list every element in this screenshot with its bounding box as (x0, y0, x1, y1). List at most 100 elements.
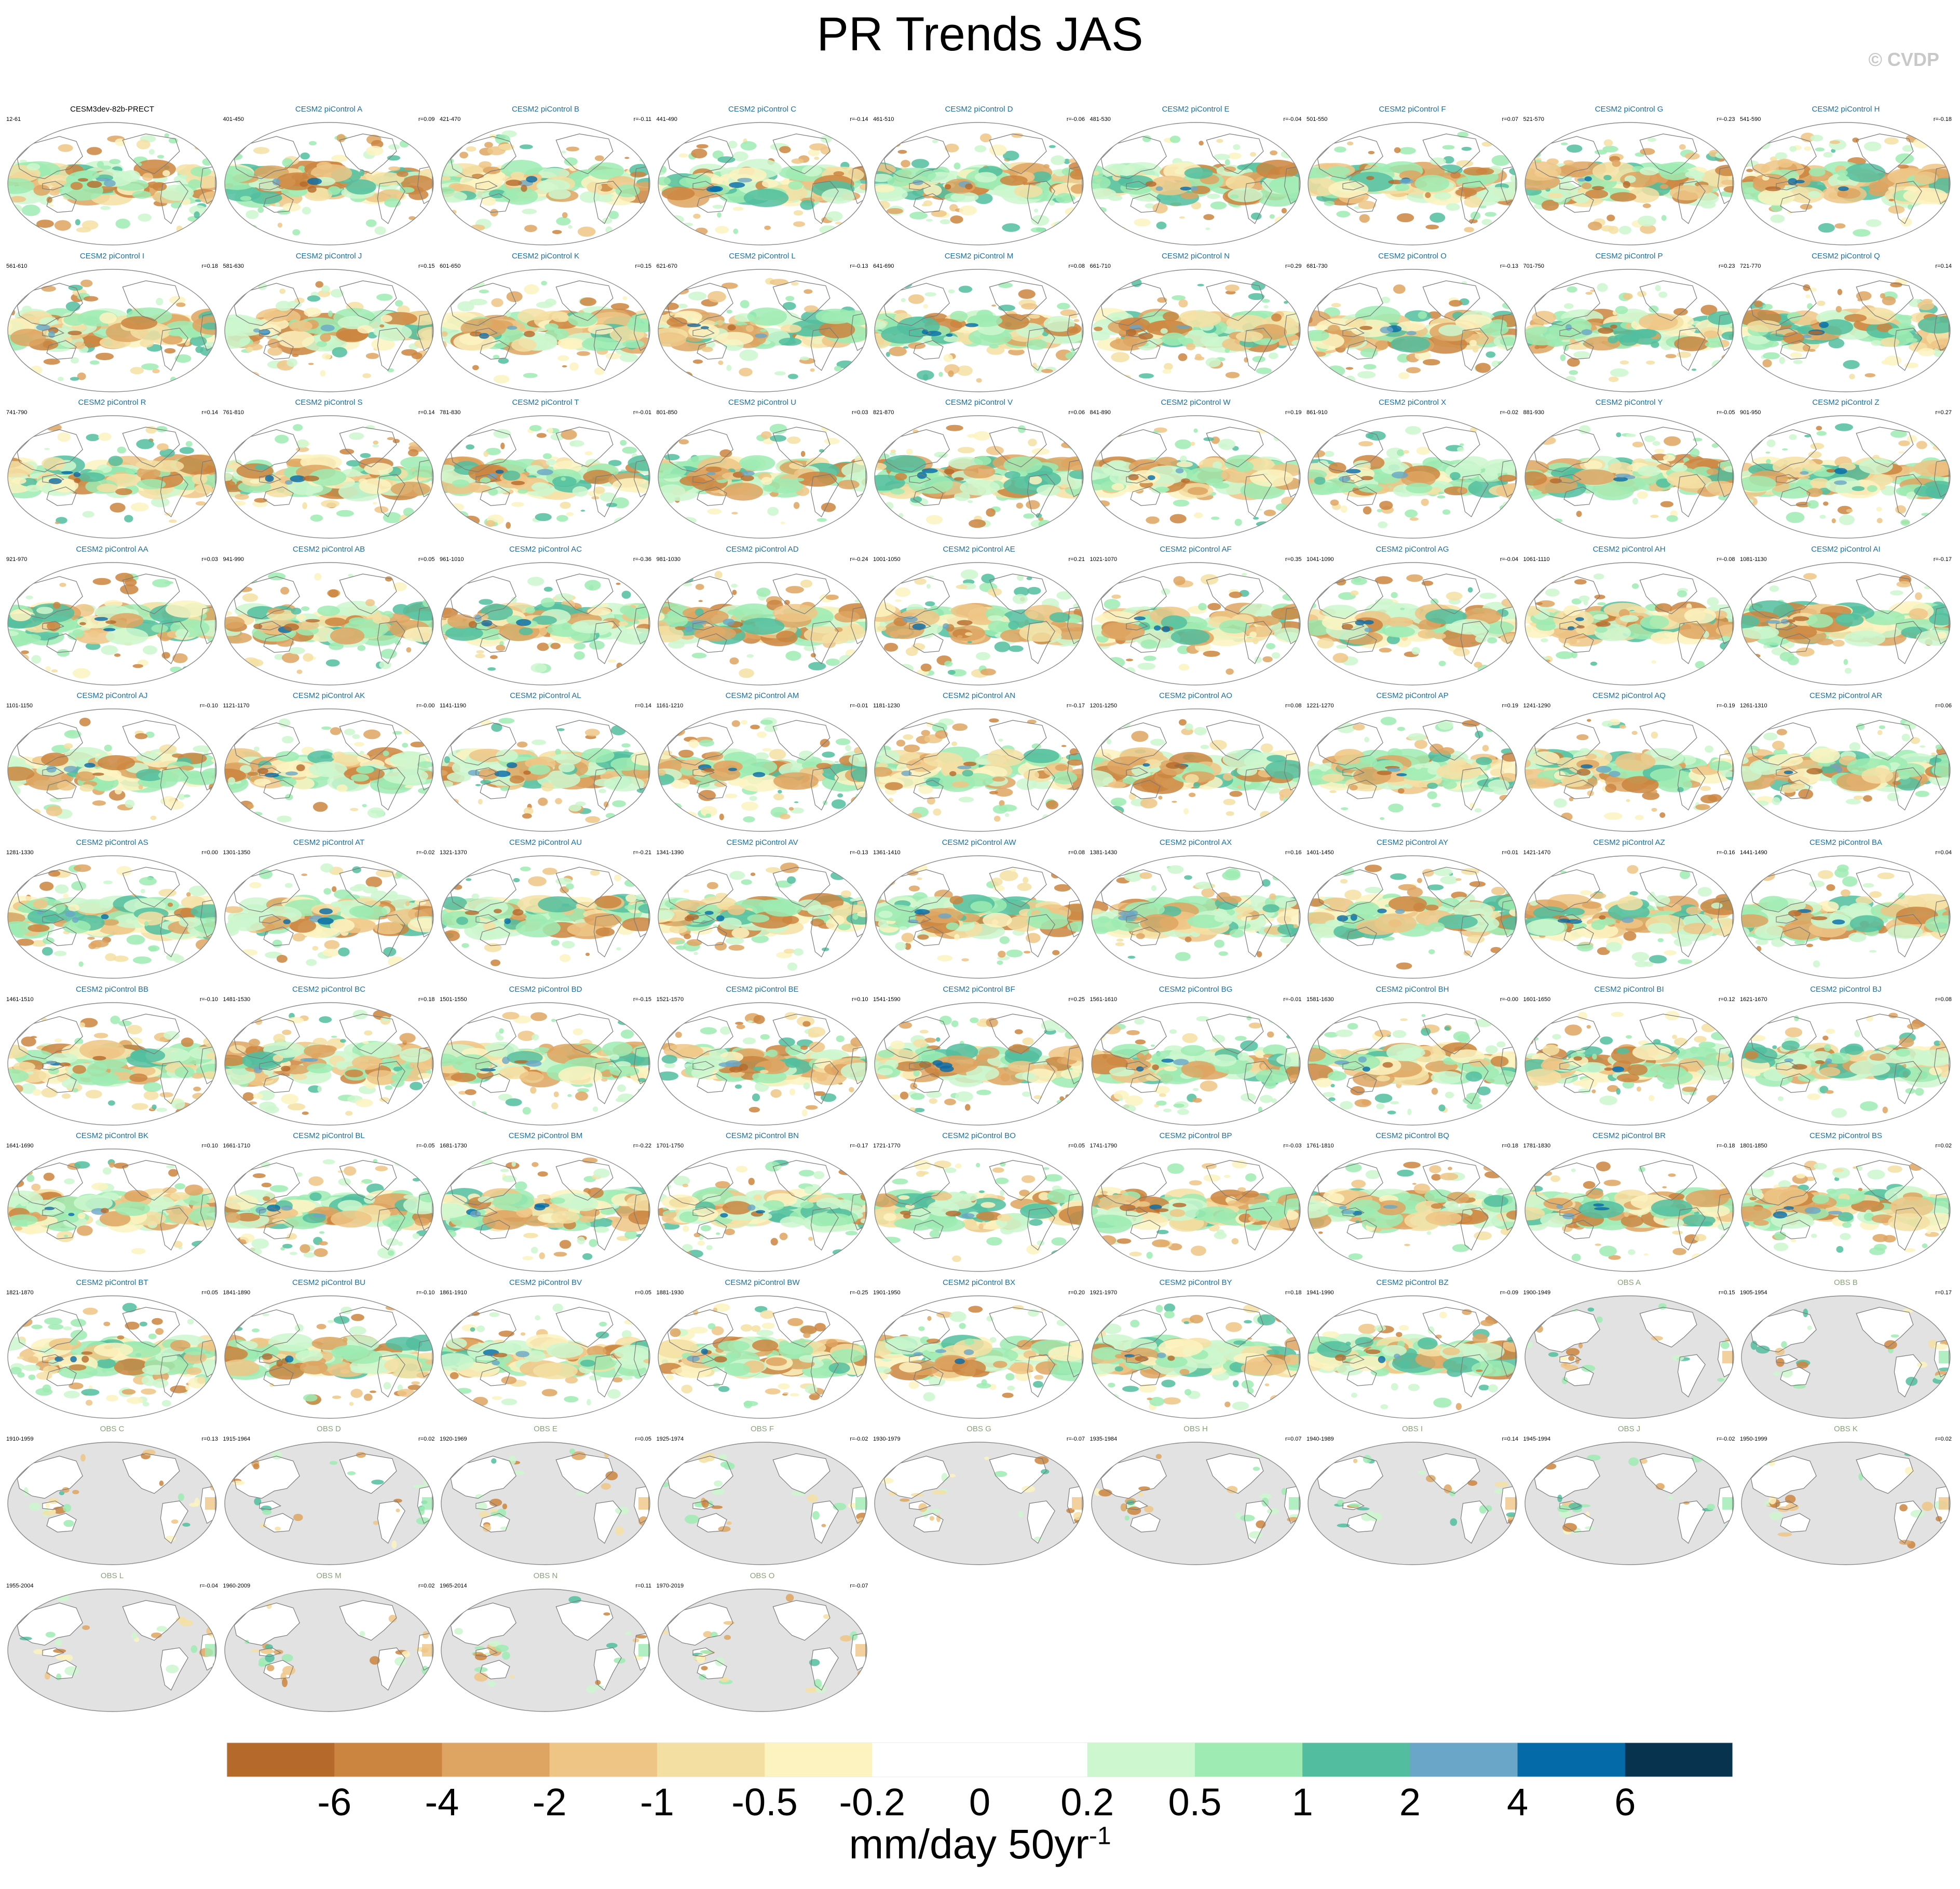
map-panel: CESM2 piControl AB 941-990 r=0.05 (221, 542, 437, 688)
panel-correlation: r=-0.13 (1500, 263, 1518, 269)
trend-patch (1642, 203, 1651, 208)
trend-patch (426, 220, 433, 228)
trend-patch (1449, 299, 1463, 307)
trend-patch (969, 519, 986, 528)
trend-patch (286, 358, 297, 367)
trend-patch (1766, 459, 1771, 464)
trend-patch (1193, 512, 1203, 518)
trend-patch (580, 297, 596, 306)
trend-patch (1409, 517, 1419, 521)
trend-patch (428, 283, 433, 289)
trend-patch (1227, 187, 1263, 202)
trend-patch (1928, 138, 1945, 147)
trend-patch (1900, 217, 1912, 227)
trend-core (1838, 186, 1849, 191)
map-panel: CESM2 piControl X 861-910 r=-0.02 (1304, 395, 1520, 541)
coastline (555, 133, 614, 174)
trend-patch (308, 469, 346, 486)
trend-patch (372, 614, 390, 624)
trend-patch (151, 497, 170, 508)
map-panel: CESM2 piControl C 441-490 r=-0.14 (655, 102, 870, 248)
panel-correlation: r=-0.05 (1717, 409, 1735, 416)
trend-patch (541, 280, 547, 285)
trend-patch (1110, 351, 1129, 362)
trend-patch (1703, 330, 1719, 338)
trend-patch (275, 300, 292, 311)
trend-patch (537, 642, 549, 651)
panel-title: CESM3dev-82b-PRECT (70, 105, 154, 114)
map-panel: CESM2 piControl U 801-850 r=0.03 (655, 395, 870, 541)
trend-patch (1065, 351, 1081, 360)
trend-patch (1481, 187, 1516, 201)
trend-patch (224, 461, 243, 473)
trend-patch (1397, 449, 1405, 456)
trend-patch (488, 189, 506, 199)
trend-patch (659, 172, 664, 175)
map-panel: CESM2 piControl V 821-870 r=0.06 (871, 395, 1087, 541)
trend-patch (945, 143, 959, 153)
trend-patch (280, 586, 289, 595)
trend-patch (1560, 354, 1566, 361)
trend-core (1366, 176, 1374, 180)
coastline (1750, 136, 1817, 180)
trend-patch (1004, 471, 1020, 479)
trend-patch (793, 210, 803, 216)
trend-patch (315, 281, 323, 288)
trend-patch (569, 362, 579, 371)
trend-core (36, 324, 50, 331)
trend-patch (1257, 509, 1262, 511)
trend-patch (1648, 305, 1658, 313)
trend-patch (72, 628, 84, 637)
trend-patch (767, 507, 779, 516)
trend-patch (1093, 326, 1102, 331)
trend-patch (1308, 430, 1318, 439)
trend-patch (502, 470, 521, 481)
trend-patch (1483, 459, 1517, 474)
trend-patch (890, 488, 905, 495)
trend-patch (1334, 146, 1346, 153)
map-panel: CESM2 piControl D 461-510 r=-0.06 (871, 102, 1087, 248)
trend-patch (130, 502, 149, 512)
trend-core (495, 470, 504, 474)
trend-patch (1149, 175, 1191, 196)
trend-patch (321, 285, 330, 293)
trend-patch (1430, 212, 1446, 223)
trend-patch (302, 502, 307, 510)
coastline (1639, 427, 1697, 468)
trend-patch (743, 188, 788, 207)
trend-patch (932, 140, 938, 143)
map-border (224, 122, 434, 245)
coastline (42, 181, 65, 190)
panel-correlation: r=0.14 (418, 409, 435, 416)
trend-patch (142, 173, 153, 181)
trend-patch (68, 284, 83, 291)
trend-patch (574, 651, 585, 660)
trend-patch (1368, 150, 1375, 155)
trend-patch (1628, 187, 1659, 203)
trend-patch (1457, 447, 1464, 452)
coastline (17, 136, 83, 180)
coastline (1027, 181, 1055, 224)
trend-patch (1812, 482, 1820, 488)
trend-patch (347, 573, 353, 577)
trend-patch (505, 310, 511, 317)
panel-period: 941-990 (223, 556, 244, 563)
trend-core (1127, 474, 1139, 481)
trend-patch (292, 229, 300, 236)
trend-patch (194, 211, 200, 218)
panel-correlation: r=0.15 (635, 263, 652, 269)
panel-correlation: r=0.06 (1068, 409, 1085, 416)
coastline (1129, 486, 1161, 507)
trend-patch (607, 659, 617, 663)
trend-core (470, 331, 482, 337)
trend-patch (906, 448, 913, 455)
trend-patch (1655, 284, 1660, 291)
trend-patch (1405, 426, 1421, 435)
trend-patch (615, 184, 640, 198)
trend-patch (1900, 519, 1910, 526)
trend-patch (1260, 338, 1273, 344)
trend-patch (1390, 335, 1430, 352)
trend-patch (1541, 200, 1559, 211)
trend-patch (600, 492, 617, 502)
trend-patch (1394, 147, 1401, 153)
